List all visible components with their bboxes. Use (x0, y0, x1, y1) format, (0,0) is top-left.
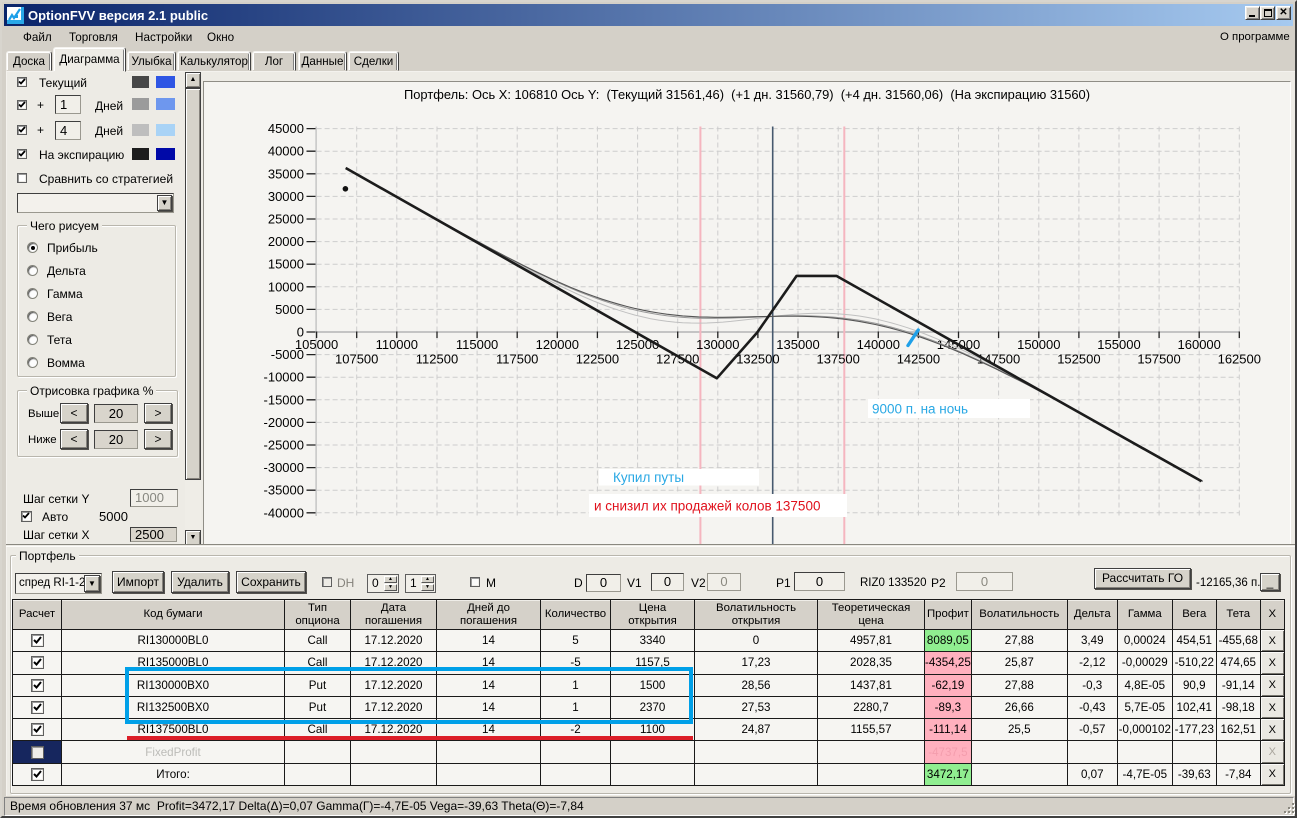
svg-text:112500: 112500 (416, 352, 458, 367)
svg-text:135000: 135000 (776, 337, 819, 352)
svg-text:132500: 132500 (736, 352, 779, 367)
svg-text:162500: 162500 (1218, 352, 1261, 367)
svg-text:-5000: -5000 (271, 347, 304, 362)
svg-text:137500: 137500 (817, 352, 860, 367)
svg-text:25000: 25000 (268, 212, 304, 227)
svg-text:9000 п. на ночь: 9000 п. на ночь (872, 402, 968, 417)
svg-text:-10000: -10000 (264, 370, 304, 385)
svg-text:115000: 115000 (456, 337, 498, 352)
svg-text:Купил путы: Купил путы (613, 470, 684, 485)
svg-text:40000: 40000 (268, 144, 304, 159)
svg-text:35000: 35000 (268, 166, 304, 181)
svg-text:140000: 140000 (857, 337, 900, 352)
svg-text:122500: 122500 (576, 352, 619, 367)
svg-text:107500: 107500 (335, 352, 378, 367)
svg-text:142500: 142500 (897, 352, 940, 367)
svg-text:15000: 15000 (268, 257, 304, 272)
svg-text:152500: 152500 (1057, 352, 1100, 367)
svg-text:157500: 157500 (1137, 352, 1180, 367)
svg-text:105000: 105000 (295, 337, 338, 352)
svg-text:150000: 150000 (1017, 337, 1060, 352)
svg-text:-25000: -25000 (264, 438, 304, 453)
svg-text:и снизил их продажей колов 137: и снизил их продажей колов 137500 (594, 499, 820, 514)
svg-text:20000: 20000 (268, 234, 304, 249)
svg-text:155000: 155000 (1097, 337, 1140, 352)
svg-text:110000: 110000 (376, 337, 418, 352)
svg-text:-20000: -20000 (264, 415, 304, 430)
svg-text:30000: 30000 (268, 189, 304, 204)
svg-text:125000: 125000 (616, 337, 659, 352)
svg-text:10000: 10000 (268, 279, 304, 294)
svg-text:45000: 45000 (268, 121, 304, 136)
svg-text:-40000: -40000 (264, 505, 304, 520)
svg-text:160000: 160000 (1178, 337, 1221, 352)
svg-text:0: 0 (297, 325, 304, 340)
svg-text:-15000: -15000 (264, 392, 304, 407)
svg-text:117500: 117500 (496, 352, 538, 367)
svg-text:-35000: -35000 (264, 483, 304, 498)
svg-text:120000: 120000 (536, 337, 579, 352)
svg-text:-30000: -30000 (264, 460, 304, 475)
svg-text:5000: 5000 (275, 302, 304, 317)
svg-text:130000: 130000 (696, 337, 739, 352)
